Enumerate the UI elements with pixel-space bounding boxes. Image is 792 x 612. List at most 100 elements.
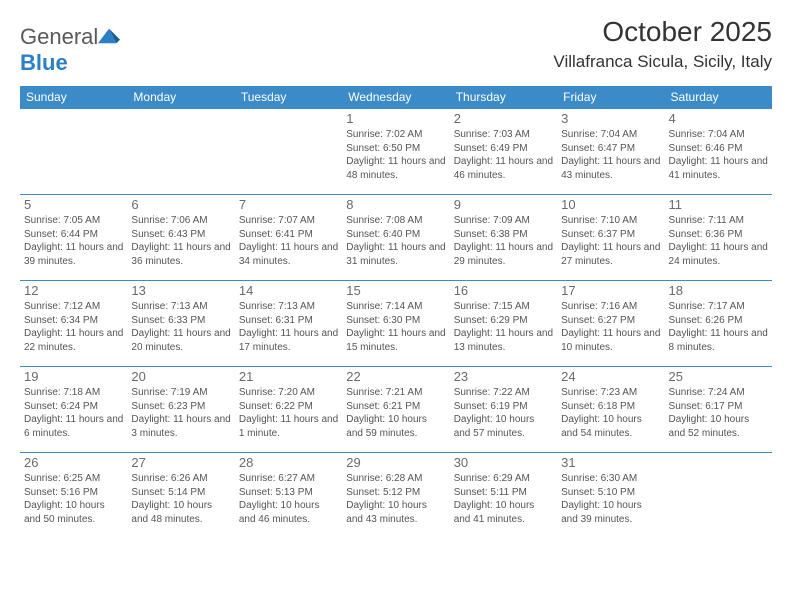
sun-info: Sunrise: 7:03 AMSunset: 6:49 PMDaylight:… [454,128,553,182]
day-number: 4 [669,111,768,126]
calendar-cell: 16 Sunrise: 7:15 AMSunset: 6:29 PMDayligh… [450,281,557,367]
calendar-cell: 3Sunrise: 7:04 AMSunset: 6:47 PMDaylight… [557,109,664,195]
calendar-cell: 19Sunrise: 7:18 AMSunset: 6:24 PMDayligh… [20,367,127,453]
sun-info: Sunrise: 7:15 AMSunset: 6:29 PMDaylight:… [454,300,553,354]
daylight-line: Daylight: 11 hours and 20 minutes. [131,327,230,354]
sunset-line: Sunset: 6:23 PM [131,400,230,414]
day-number: 25 [669,369,768,384]
day-number: 27 [131,455,230,470]
calendar-cell: 12Sunrise: 7:12 AMSunset: 6:34 PMDayligh… [20,281,127,367]
daylight-line: Daylight: 10 hours and 39 minutes. [561,499,660,526]
day-number: 23 [454,369,553,384]
daylight-line: Daylight: 11 hours and 24 minutes. [669,241,768,268]
sunset-line: Sunset: 6:33 PM [131,314,230,328]
day-number: 17 [561,283,660,298]
sunset-line: Sunset: 6:44 PM [24,228,123,242]
sunset-line: Sunset: 5:16 PM [24,486,123,500]
calendar-body: 1Sunrise: 7:02 AMSunset: 6:50 PMDaylight… [20,109,772,539]
sunset-line: Sunset: 6:19 PM [454,400,553,414]
month-title: October 2025 [553,16,772,48]
sunrise-line: Sunrise: 7:10 AM [561,214,660,228]
sunset-line: Sunset: 6:47 PM [561,142,660,156]
daylight-line: Daylight: 10 hours and 50 minutes. [24,499,123,526]
sunrise-line: Sunrise: 7:17 AM [669,300,768,314]
sun-info: Sunrise: 7:07 AMSunset: 6:41 PMDaylight:… [239,214,338,268]
day-number: 10 [561,197,660,212]
sunset-line: Sunset: 5:13 PM [239,486,338,500]
location: Villafranca Sicula, Sicily, Italy [553,52,772,72]
calendar-row: 19Sunrise: 7:18 AMSunset: 6:24 PMDayligh… [20,367,772,453]
sunset-line: Sunset: 6:38 PM [454,228,553,242]
weekday-header: Wednesday [342,86,449,109]
sunset-line: Sunset: 5:11 PM [454,486,553,500]
sunrise-line: Sunrise: 6:25 AM [24,472,123,486]
day-number: 16 [454,283,553,298]
sunrise-line: Sunrise: 7:03 AM [454,128,553,142]
sunset-line: Sunset: 6:40 PM [346,228,445,242]
sunset-line: Sunset: 6:29 PM [454,314,553,328]
sunrise-line: Sunrise: 6:26 AM [131,472,230,486]
sun-info: Sunrise: 7:05 AMSunset: 6:44 PMDaylight:… [24,214,123,268]
day-number: 15 [346,283,445,298]
sunset-line: Sunset: 6:24 PM [24,400,123,414]
sunrise-line: Sunrise: 7:13 AM [131,300,230,314]
day-number: 21 [239,369,338,384]
sunrise-line: Sunrise: 7:04 AM [669,128,768,142]
calendar-cell: 22Sunrise: 7:21 AMSunset: 6:21 PMDayligh… [342,367,449,453]
sunrise-line: Sunrise: 7:02 AM [346,128,445,142]
sun-info: Sunrise: 7:06 AMSunset: 6:43 PMDaylight:… [131,214,230,268]
sunset-line: Sunset: 6:49 PM [454,142,553,156]
calendar-cell: 28Sunrise: 6:27 AMSunset: 5:13 PMDayligh… [235,453,342,539]
sun-info: Sunrise: 7:04 AMSunset: 6:46 PMDaylight:… [669,128,768,182]
sun-info: Sunrise: 7:20 AMSunset: 6:22 PMDaylight:… [239,386,338,440]
sunrise-line: Sunrise: 7:09 AM [454,214,553,228]
sun-info: Sunrise: 7:19 AMSunset: 6:23 PMDaylight:… [131,386,230,440]
day-number: 28 [239,455,338,470]
sun-info: Sunrise: 7:12 AMSunset: 6:34 PMDaylight:… [24,300,123,354]
day-number: 22 [346,369,445,384]
daylight-line: Daylight: 10 hours and 59 minutes. [346,413,445,440]
daylight-line: Daylight: 11 hours and 39 minutes. [24,241,123,268]
calendar-cell [20,109,127,195]
day-number: 26 [24,455,123,470]
sun-info: Sunrise: 6:26 AMSunset: 5:14 PMDaylight:… [131,472,230,526]
sunset-line: Sunset: 6:37 PM [561,228,660,242]
calendar-cell: 17Sunrise: 7:16 AMSunset: 6:27 PMDayligh… [557,281,664,367]
sun-info: Sunrise: 6:25 AMSunset: 5:16 PMDaylight:… [24,472,123,526]
header: General Blue October 2025 Villafranca Si… [20,16,772,76]
weekday-header: Saturday [665,86,772,109]
sun-info: Sunrise: 7:08 AMSunset: 6:40 PMDaylight:… [346,214,445,268]
day-number: 19 [24,369,123,384]
day-number: 6 [131,197,230,212]
weekday-header: Friday [557,86,664,109]
daylight-line: Daylight: 10 hours and 52 minutes. [669,413,768,440]
logo-text-1: General [20,24,98,49]
calendar-table: SundayMondayTuesdayWednesdayThursdayFrid… [20,86,772,539]
sun-info: Sunrise: 6:28 AMSunset: 5:12 PMDaylight:… [346,472,445,526]
sunrise-line: Sunrise: 7:11 AM [669,214,768,228]
calendar-cell: 15 Sunrise: 7:14 AMSunset: 6:30 PMDayligh… [342,281,449,367]
calendar-cell: 24Sunrise: 7:23 AMSunset: 6:18 PMDayligh… [557,367,664,453]
sunrise-line: Sunrise: 6:28 AM [346,472,445,486]
sunset-line: Sunset: 6:26 PM [669,314,768,328]
calendar-cell: 4 Sunrise: 7:04 AMSunset: 6:46 PMDaylight… [665,109,772,195]
daylight-line: Daylight: 11 hours and 27 minutes. [561,241,660,268]
calendar-cell: 11Sunrise: 7:11 AMSunset: 6:36 PMDayligh… [665,195,772,281]
calendar-cell: 21 Sunrise: 7:20 AMSunset: 6:22 PMDayligh… [235,367,342,453]
sun-info: Sunrise: 7:04 AMSunset: 6:47 PMDaylight:… [561,128,660,182]
calendar-cell [127,109,234,195]
calendar-cell: 23Sunrise: 7:22 AMSunset: 6:19 PMDayligh… [450,367,557,453]
sunrise-line: Sunrise: 7:20 AM [239,386,338,400]
sunrise-line: Sunrise: 7:21 AM [346,386,445,400]
calendar-cell: 26 Sunrise: 6:25 AMSunset: 5:16 PMDayligh… [20,453,127,539]
calendar-cell: 14Sunrise: 7:13 AMSunset: 6:31 PMDayligh… [235,281,342,367]
daylight-line: Daylight: 10 hours and 48 minutes. [131,499,230,526]
sun-info: Sunrise: 7:14 AMSunset: 6:30 PMDaylight:… [346,300,445,354]
calendar-cell [665,453,772,539]
calendar-cell: 20Sunrise: 7:19 AMSunset: 6:23 PMDayligh… [127,367,234,453]
calendar-cell: 8Sunrise: 7:08 AMSunset: 6:40 PMDaylight… [342,195,449,281]
sunrise-line: Sunrise: 7:23 AM [561,386,660,400]
sunrise-line: Sunrise: 6:27 AM [239,472,338,486]
calendar-cell: 6 Sunrise: 7:06 AMSunset: 6:43 PMDaylight… [127,195,234,281]
sunset-line: Sunset: 6:43 PM [131,228,230,242]
